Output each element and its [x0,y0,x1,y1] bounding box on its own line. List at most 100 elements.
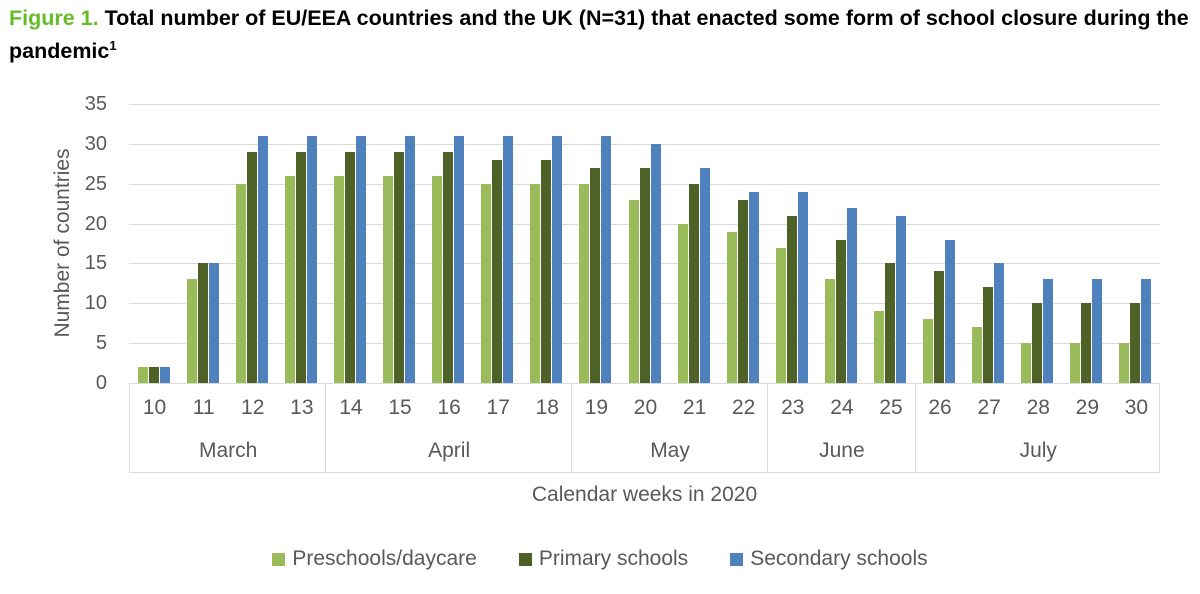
bar-week-25 [895,215,906,383]
bar-week-26 [923,319,934,383]
bar-week-26 [934,271,945,383]
x-axis-title: Calendar weeks in 2020 [531,483,758,506]
legend-swatch [518,552,532,566]
month-divider [570,384,572,472]
bar-week-27 [972,327,983,383]
bar-week-21 [688,183,699,383]
week-label: 14 [339,396,363,419]
bar-week-13 [306,135,317,383]
bar-week-25 [873,311,884,383]
bar-week-29 [1092,279,1103,383]
gridline [129,143,1160,145]
bar-week-15 [405,135,416,383]
week-label: 21 [682,396,707,419]
y-tick-label: 0 [95,372,107,394]
x-axis-category-table: 10 11 12 13 14 15 16 17 18 19 20 21 22 23 24 25 26 27 28 29… [129,383,1160,473]
bar-week-18 [530,183,541,383]
week-label: 12 [241,396,265,419]
bar-week-21 [699,167,710,383]
month-label: May [650,439,690,462]
week-label: 22 [732,396,756,419]
figure-title: Figure 1. Total number of EU/EEA countri… [9,5,1195,65]
gridline [129,104,1160,105]
bar-week-12 [235,183,246,383]
week-label: 16 [437,396,461,419]
week-label: 11 [192,396,215,419]
bar-week-17 [492,159,503,383]
bar-week-27 [983,287,994,383]
month-label: April [428,439,471,462]
bar-week-19 [579,183,590,383]
bar-week-10 [159,367,170,383]
legend-label: Preschools/daycare [292,547,477,570]
footnote-marker: 1 [109,38,117,53]
bar-week-17 [481,183,492,383]
legend-swatch [272,552,286,566]
bar-week-18 [541,159,552,383]
bar-week-13 [284,175,295,383]
bar-week-20 [639,167,650,383]
week-label: 18 [535,396,559,419]
bar-week-14 [355,135,366,383]
legend: Preschools/daycare Primary schools Seconda… [0,547,1200,571]
legend-swatch [730,552,744,566]
bar-week-22 [737,199,748,383]
bar-week-16 [454,135,465,383]
legend-item: Preschools/daycare [272,547,477,571]
bar-week-15 [394,151,405,383]
legend-label: Secondary schools [750,547,928,570]
bar-week-28 [1021,343,1032,383]
bar-week-15 [383,175,394,383]
bar-week-11 [186,279,197,383]
week-label: 27 [977,396,1001,419]
legend-item: Secondary schools [730,547,928,571]
legend-label: Primary schools [538,547,689,570]
bar-week-24 [824,279,835,383]
bar-week-23 [775,247,786,383]
week-label: 25 [879,396,903,419]
y-axis-ticks: 0 5 10 15 20 25 30 35 [0,93,107,404]
week-label: 17 [486,396,510,419]
y-tick-label: 15 [84,252,107,275]
week-label: 29 [1075,396,1100,419]
bar-week-14 [344,151,355,383]
month-label: July [1019,439,1057,462]
bar-week-16 [432,175,443,383]
bar-week-29 [1070,343,1081,383]
legend-item: Primary schools [518,547,689,571]
bar-week-19 [590,167,601,383]
bar-week-11 [208,263,219,383]
month-divider [914,384,916,472]
bar-week-22 [748,191,759,383]
y-tick-label: 30 [84,132,107,155]
bar-week-28 [1043,279,1054,383]
bar-week-22 [726,231,737,383]
week-label: 24 [830,396,854,419]
bar-week-24 [846,207,857,383]
week-label: 30 [1124,396,1149,419]
bar-week-28 [1032,303,1043,383]
y-tick-label: 35 [84,93,107,115]
bar-week-16 [443,151,454,383]
month-divider [767,384,769,472]
bar-week-30 [1119,343,1130,383]
bar-week-14 [333,175,344,383]
bar-week-26 [945,239,956,383]
month-divider [325,384,327,472]
y-tick-label: 5 [95,332,107,355]
week-label: 28 [1026,396,1050,419]
bar-week-21 [677,223,688,383]
month-label: March [199,439,258,462]
figure-label: Figure 1. [9,6,99,30]
bar-week-12 [257,135,268,383]
bar-week-11 [197,263,208,383]
bar-week-18 [552,135,563,383]
bar-week-12 [246,151,257,383]
y-tick-label: 20 [84,212,107,235]
bar-week-30 [1130,303,1141,383]
week-label: 26 [928,396,952,419]
y-tick-label: 10 [84,292,107,315]
bar-week-10 [148,367,159,383]
bar-week-20 [628,199,639,383]
bar-week-23 [797,191,808,383]
